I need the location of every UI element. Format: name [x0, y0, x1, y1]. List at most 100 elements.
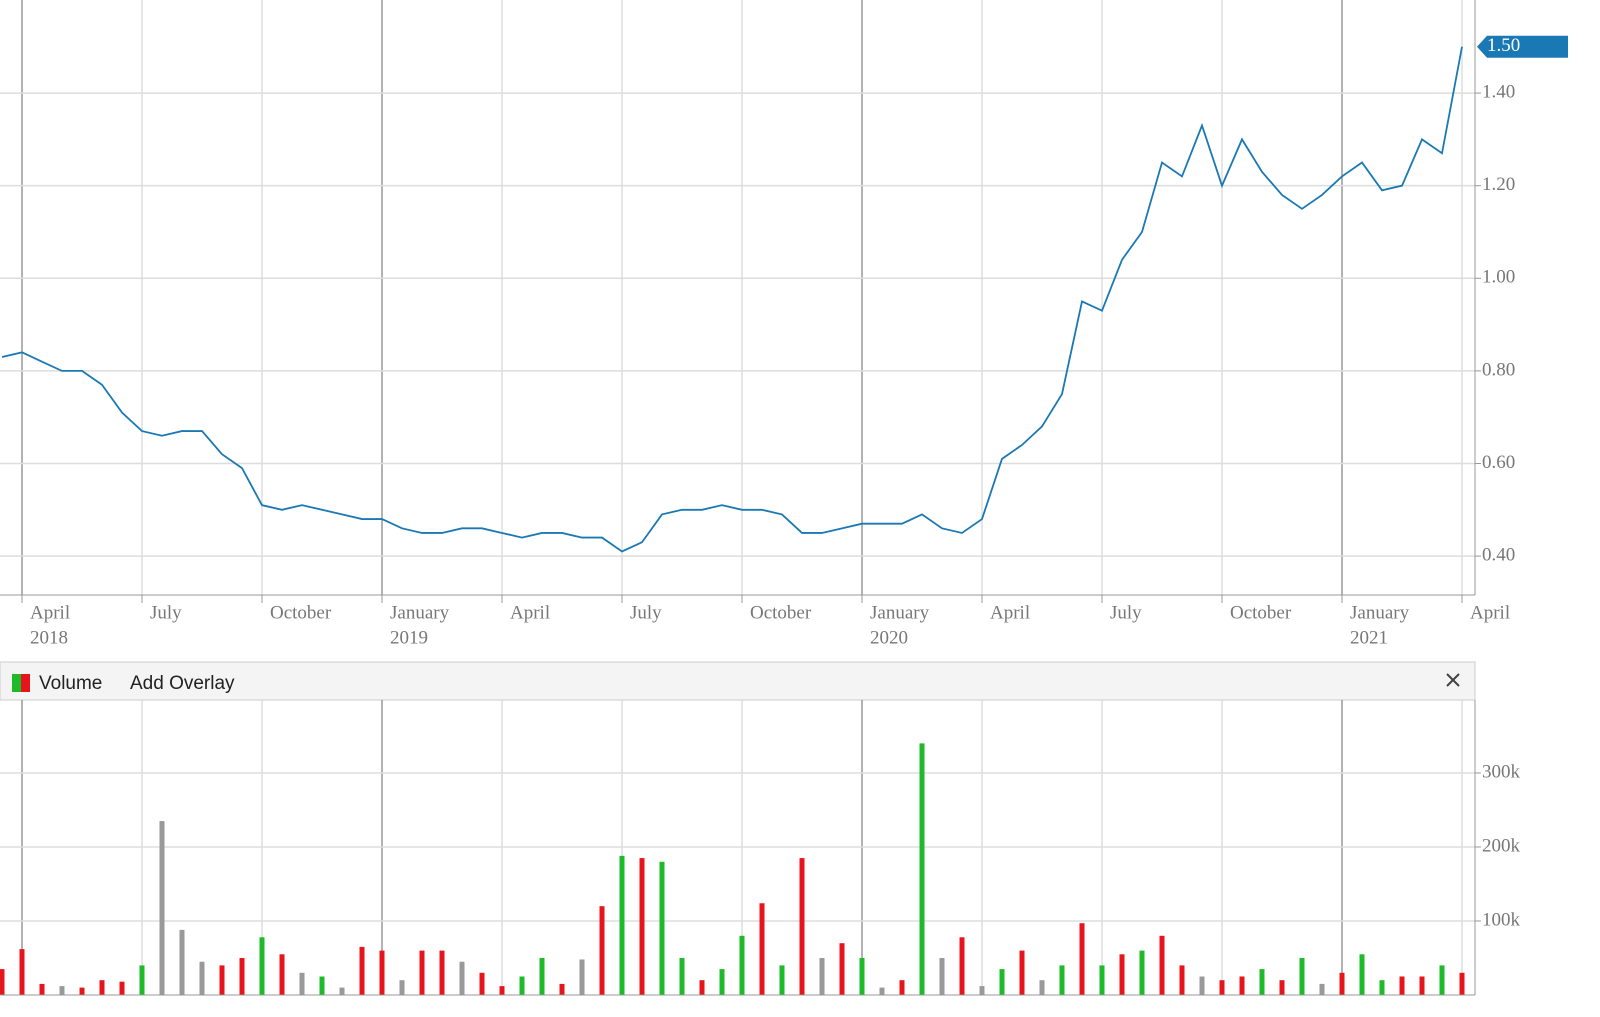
volume-bar [799, 858, 805, 995]
y-tick-label: 0.60 [1482, 452, 1515, 473]
volume-bar [1019, 950, 1025, 995]
volume-bar [599, 906, 605, 995]
volume-bar [1039, 980, 1045, 995]
volume-bar [1339, 972, 1345, 995]
volume-bar [39, 983, 45, 995]
x-year-label: 2018 [30, 627, 68, 648]
volume-bar [819, 957, 825, 995]
volume-bar [559, 983, 565, 995]
volume-legend: Volume [39, 673, 102, 694]
y-tick-label: 1.20 [1482, 174, 1515, 195]
x-tick-label: October [750, 602, 812, 623]
volume-bar [199, 961, 205, 995]
x-tick-label: July [1110, 602, 1142, 623]
volume-bar [859, 957, 865, 995]
x-year-label: 2020 [870, 627, 908, 648]
volume-bar [0, 969, 5, 995]
volume-bar [619, 855, 625, 995]
volume-bar [779, 965, 785, 995]
volume-bar [539, 957, 545, 995]
volume-bar [319, 976, 325, 995]
volume-bar [139, 965, 145, 995]
volume-bar [219, 965, 225, 995]
last-price-tag [1477, 35, 1568, 58]
volume-bar [259, 937, 265, 995]
volume-bar [439, 950, 445, 995]
volume-bar [299, 972, 305, 995]
volume-bar [1419, 976, 1425, 995]
volume-bar [59, 986, 65, 995]
y-tick-label: 300k [1482, 761, 1521, 782]
volume-bar [1219, 980, 1225, 995]
volume-bar [739, 935, 745, 995]
volume-bar [399, 980, 405, 995]
volume-bar [959, 937, 965, 995]
volume-bar [479, 972, 485, 995]
volume-bar [339, 987, 345, 995]
volume-bar [499, 986, 505, 995]
volume-bar [939, 957, 945, 995]
volume-bar [979, 986, 985, 995]
x-tick-label: January [1350, 602, 1410, 623]
volume-bar [879, 987, 885, 995]
volume-bar [519, 976, 525, 995]
volume-bar [1359, 954, 1365, 995]
add-overlay-button[interactable]: Add Overlay [130, 673, 235, 694]
volume-bar [1439, 965, 1445, 995]
volume-bar [279, 954, 285, 995]
volume-bar [1179, 965, 1185, 995]
volume-bar [159, 821, 165, 995]
close-button[interactable] [1446, 673, 1460, 687]
x-year-label: 2021 [1350, 627, 1388, 648]
volume-bar [839, 943, 845, 995]
volume-bar [1159, 935, 1165, 995]
volume-bar [1299, 957, 1305, 995]
volume-bar [1259, 969, 1265, 995]
x-tick-label: April [510, 602, 550, 623]
x-tick-label: July [150, 602, 182, 623]
volume-bar [679, 957, 685, 995]
volume-bar [639, 858, 645, 995]
y-tick-label: 100k [1482, 909, 1521, 930]
volume-bar [419, 950, 425, 995]
volume-bar [1199, 976, 1205, 995]
volume-bar [359, 946, 365, 995]
y-tick-label: 0.40 [1482, 544, 1515, 565]
volume-bar [699, 980, 705, 995]
volume-bar [1279, 980, 1285, 995]
y-tick-label: 200k [1482, 835, 1521, 856]
y-tick-label: 1.00 [1482, 267, 1515, 288]
volume-bar [1139, 950, 1145, 995]
x-tick-label: April [30, 602, 70, 623]
x-tick-label: July [630, 602, 662, 623]
volume-bar [1059, 965, 1065, 995]
volume-bar [1099, 965, 1105, 995]
x-year-label: 2019 [390, 627, 428, 648]
x-tick-label: April [1470, 602, 1510, 623]
last-price-label: 1.50 [1487, 35, 1520, 56]
volume-bar [1319, 983, 1325, 995]
volume-bar [899, 980, 905, 995]
volume-bar [719, 969, 725, 995]
volume-bar [19, 949, 25, 995]
volume-header [0, 661, 1476, 701]
volume-bar [1119, 954, 1125, 995]
x-tick-label: January [390, 602, 450, 623]
volume-bar [1379, 980, 1385, 995]
y-tick-label: 0.80 [1482, 359, 1515, 380]
volume-bar [1079, 923, 1085, 995]
volume-icon [21, 674, 30, 692]
volume-bar [999, 969, 1005, 995]
volume-bar [759, 903, 765, 995]
volume-bar [659, 861, 665, 995]
volume-bar [379, 950, 385, 995]
x-tick-label: April [990, 602, 1030, 623]
volume-bar [79, 987, 85, 995]
volume-bar [1399, 976, 1405, 995]
x-tick-label: January [870, 602, 930, 623]
volume-bar [579, 959, 585, 995]
volume-bar [119, 981, 125, 995]
volume-icon [12, 674, 21, 692]
volume-bar [1239, 976, 1245, 995]
